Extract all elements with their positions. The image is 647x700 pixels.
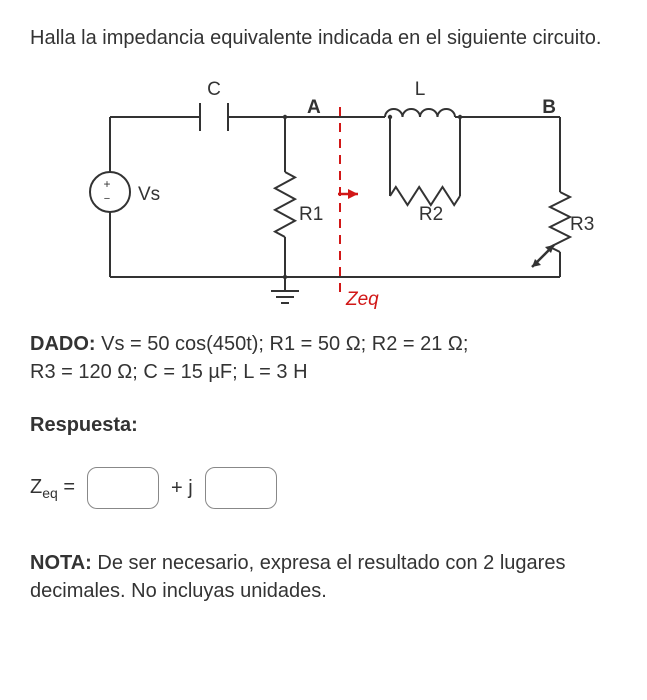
- dado-line2: R3 = 120 Ω; C = 15 µF; L = 3 H: [30, 361, 308, 383]
- zeq-Z: Z: [30, 476, 42, 498]
- svg-text:R1: R1: [299, 204, 323, 225]
- problem-prompt: Halla la impedancia equivalente indicada…: [30, 24, 617, 52]
- svg-text:R2: R2: [419, 204, 443, 225]
- svg-text:R3: R3: [570, 214, 594, 235]
- svg-text:L: L: [415, 79, 426, 100]
- svg-text:−: −: [104, 193, 110, 205]
- zeq-sub: eq: [42, 485, 58, 501]
- svg-text:+: +: [103, 177, 110, 191]
- svg-text:Zeq: Zeq: [345, 289, 379, 310]
- real-part-input[interactable]: [87, 467, 159, 509]
- dado-block: DADO: Vs = 50 cos(450t); R1 = 50 Ω; R2 =…: [30, 330, 617, 386]
- respuesta-heading: Respuesta:: [30, 414, 617, 437]
- nota-label: NOTA:: [30, 552, 92, 574]
- svg-text:B: B: [542, 97, 556, 118]
- dado-line1: Vs = 50 cos(450t); R1 = 50 Ω; R2 = 21 Ω;: [101, 333, 468, 355]
- nota-block: NOTA: De ser necesario, expresa el resul…: [30, 549, 617, 605]
- plus-j: + j: [171, 477, 193, 500]
- imag-part-input[interactable]: [205, 467, 277, 509]
- zeq-eq: =: [58, 476, 75, 498]
- answer-row: Zeq = + j: [30, 467, 617, 509]
- svg-text:C: C: [207, 79, 221, 100]
- svg-text:Vs: Vs: [138, 184, 160, 205]
- nota-text: De ser necesario, expresa el resultado c…: [30, 552, 565, 602]
- zeq-label: Zeq =: [30, 476, 75, 501]
- circuit-diagram: + − C A L B Vs R1 R2 R3 Zeq: [50, 62, 617, 322]
- dado-label: DADO:: [30, 333, 96, 355]
- svg-text:A: A: [307, 97, 321, 118]
